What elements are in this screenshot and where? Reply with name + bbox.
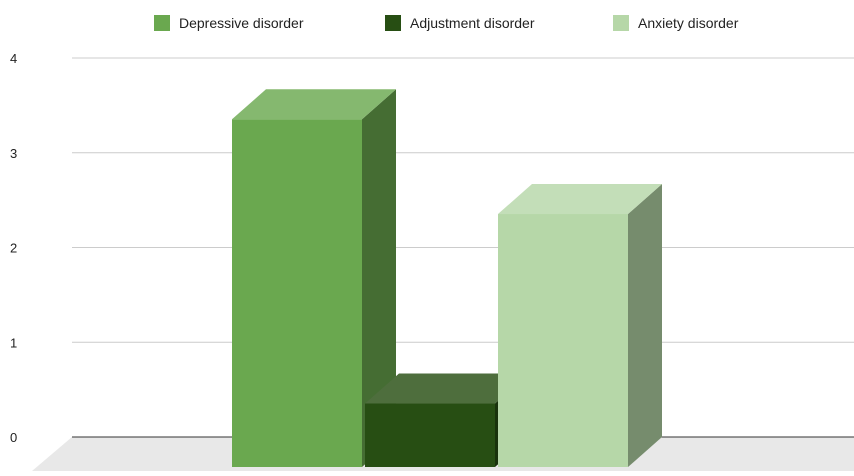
legend-item: Anxiety disorder bbox=[613, 15, 739, 31]
bar-top-face bbox=[232, 89, 396, 120]
legend-swatch bbox=[385, 15, 401, 31]
bars bbox=[232, 89, 662, 467]
legend-item: Adjustment disorder bbox=[385, 15, 535, 31]
y-axis: 0 1 2 3 4 bbox=[10, 51, 17, 445]
legend-label: Depressive disorder bbox=[179, 15, 304, 31]
legend-item: Depressive disorder bbox=[154, 15, 304, 31]
bar-side-face bbox=[628, 184, 662, 467]
y-tick-label: 4 bbox=[10, 51, 17, 66]
bar bbox=[232, 89, 396, 467]
legend-label: Adjustment disorder bbox=[410, 15, 535, 31]
legend-label: Anxiety disorder bbox=[638, 15, 739, 31]
bar-top-face bbox=[498, 184, 662, 215]
legend: Depressive disorder Adjustment disorder An… bbox=[154, 15, 739, 31]
legend-swatch bbox=[613, 15, 629, 31]
bar-top-face bbox=[365, 373, 529, 404]
bar-front-face bbox=[365, 403, 495, 467]
y-tick-label: 1 bbox=[10, 335, 17, 350]
bar-front-face bbox=[498, 214, 628, 467]
bar bbox=[498, 184, 662, 467]
bar-front-face bbox=[232, 119, 362, 467]
y-tick-label: 2 bbox=[10, 241, 17, 256]
y-tick-label: 0 bbox=[10, 430, 17, 445]
bar-side-face bbox=[362, 89, 396, 467]
y-tick-label: 3 bbox=[10, 146, 17, 161]
legend-swatch bbox=[154, 15, 170, 31]
